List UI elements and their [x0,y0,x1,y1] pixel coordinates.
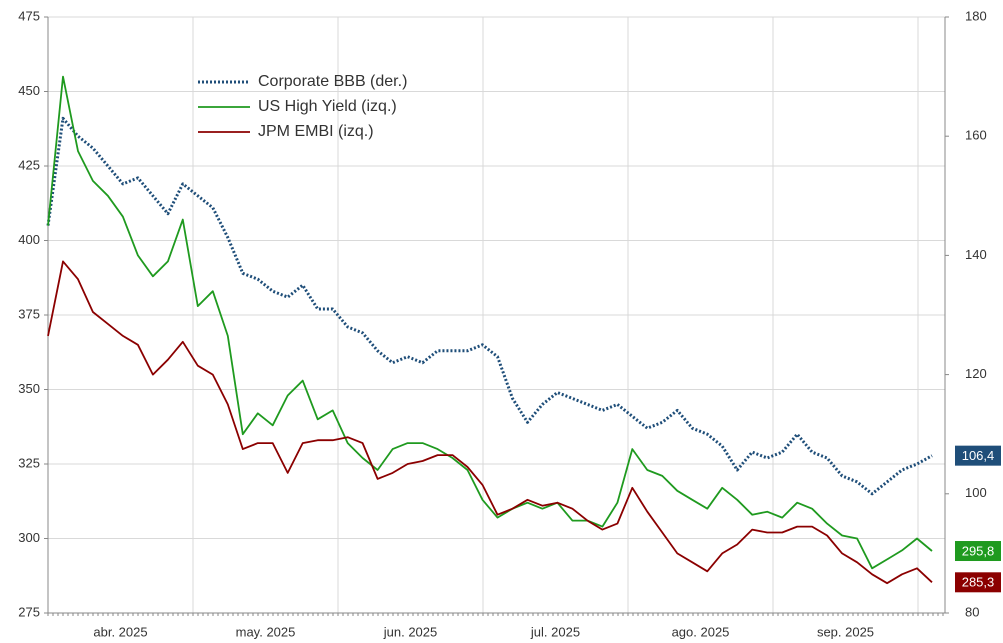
legend-label: US High Yield (izq.) [258,98,397,115]
y-tick-label: 425 [18,157,40,172]
y2-tick-label: 80 [965,604,979,619]
end-label-box [955,572,1001,593]
x-tick-label: jun. 2025 [383,624,438,639]
x-tick-label: ago. 2025 [672,624,730,639]
x-tick-label: abr. 2025 [93,624,147,639]
y-tick-label: 350 [18,381,40,396]
series-line [47,75,933,570]
end-label-box [955,445,1001,466]
end-label: 295,8 [962,543,995,558]
y-tick-label: 375 [18,306,40,321]
x-tick-label: sep. 2025 [817,624,874,639]
legend-label: JPM EMBI (izq.) [258,123,374,140]
y-tick-label: 400 [18,232,40,247]
y-tick-label: 475 [18,8,40,23]
y2-tick-label: 120 [965,366,987,381]
end-label-box [955,541,1001,562]
y-tick-label: 275 [18,604,40,619]
end-label: 285,3 [962,575,995,590]
x-tick-label: jul. 2025 [530,624,580,639]
legend-label: Corporate BBB (der.) [258,73,407,90]
end-label: 106,4 [962,448,995,463]
series-line [46,116,933,496]
y2-tick-label: 180 [965,8,987,23]
series-line [47,260,933,585]
y2-tick-label: 100 [965,485,987,500]
y2-tick-label: 160 [965,128,987,143]
y-tick-label: 300 [18,530,40,545]
y2-tick-label: 140 [965,247,987,262]
y-tick-label: 325 [18,455,40,470]
x-tick-label: may. 2025 [236,624,296,639]
y-tick-label: 450 [18,83,40,98]
